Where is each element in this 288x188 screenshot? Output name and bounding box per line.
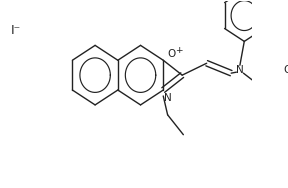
Text: I⁻: I⁻ (11, 24, 21, 37)
Text: N: N (164, 93, 171, 103)
Text: O: O (283, 65, 288, 75)
Text: +: + (175, 46, 183, 55)
Text: O: O (167, 49, 175, 59)
Text: N: N (236, 65, 244, 75)
